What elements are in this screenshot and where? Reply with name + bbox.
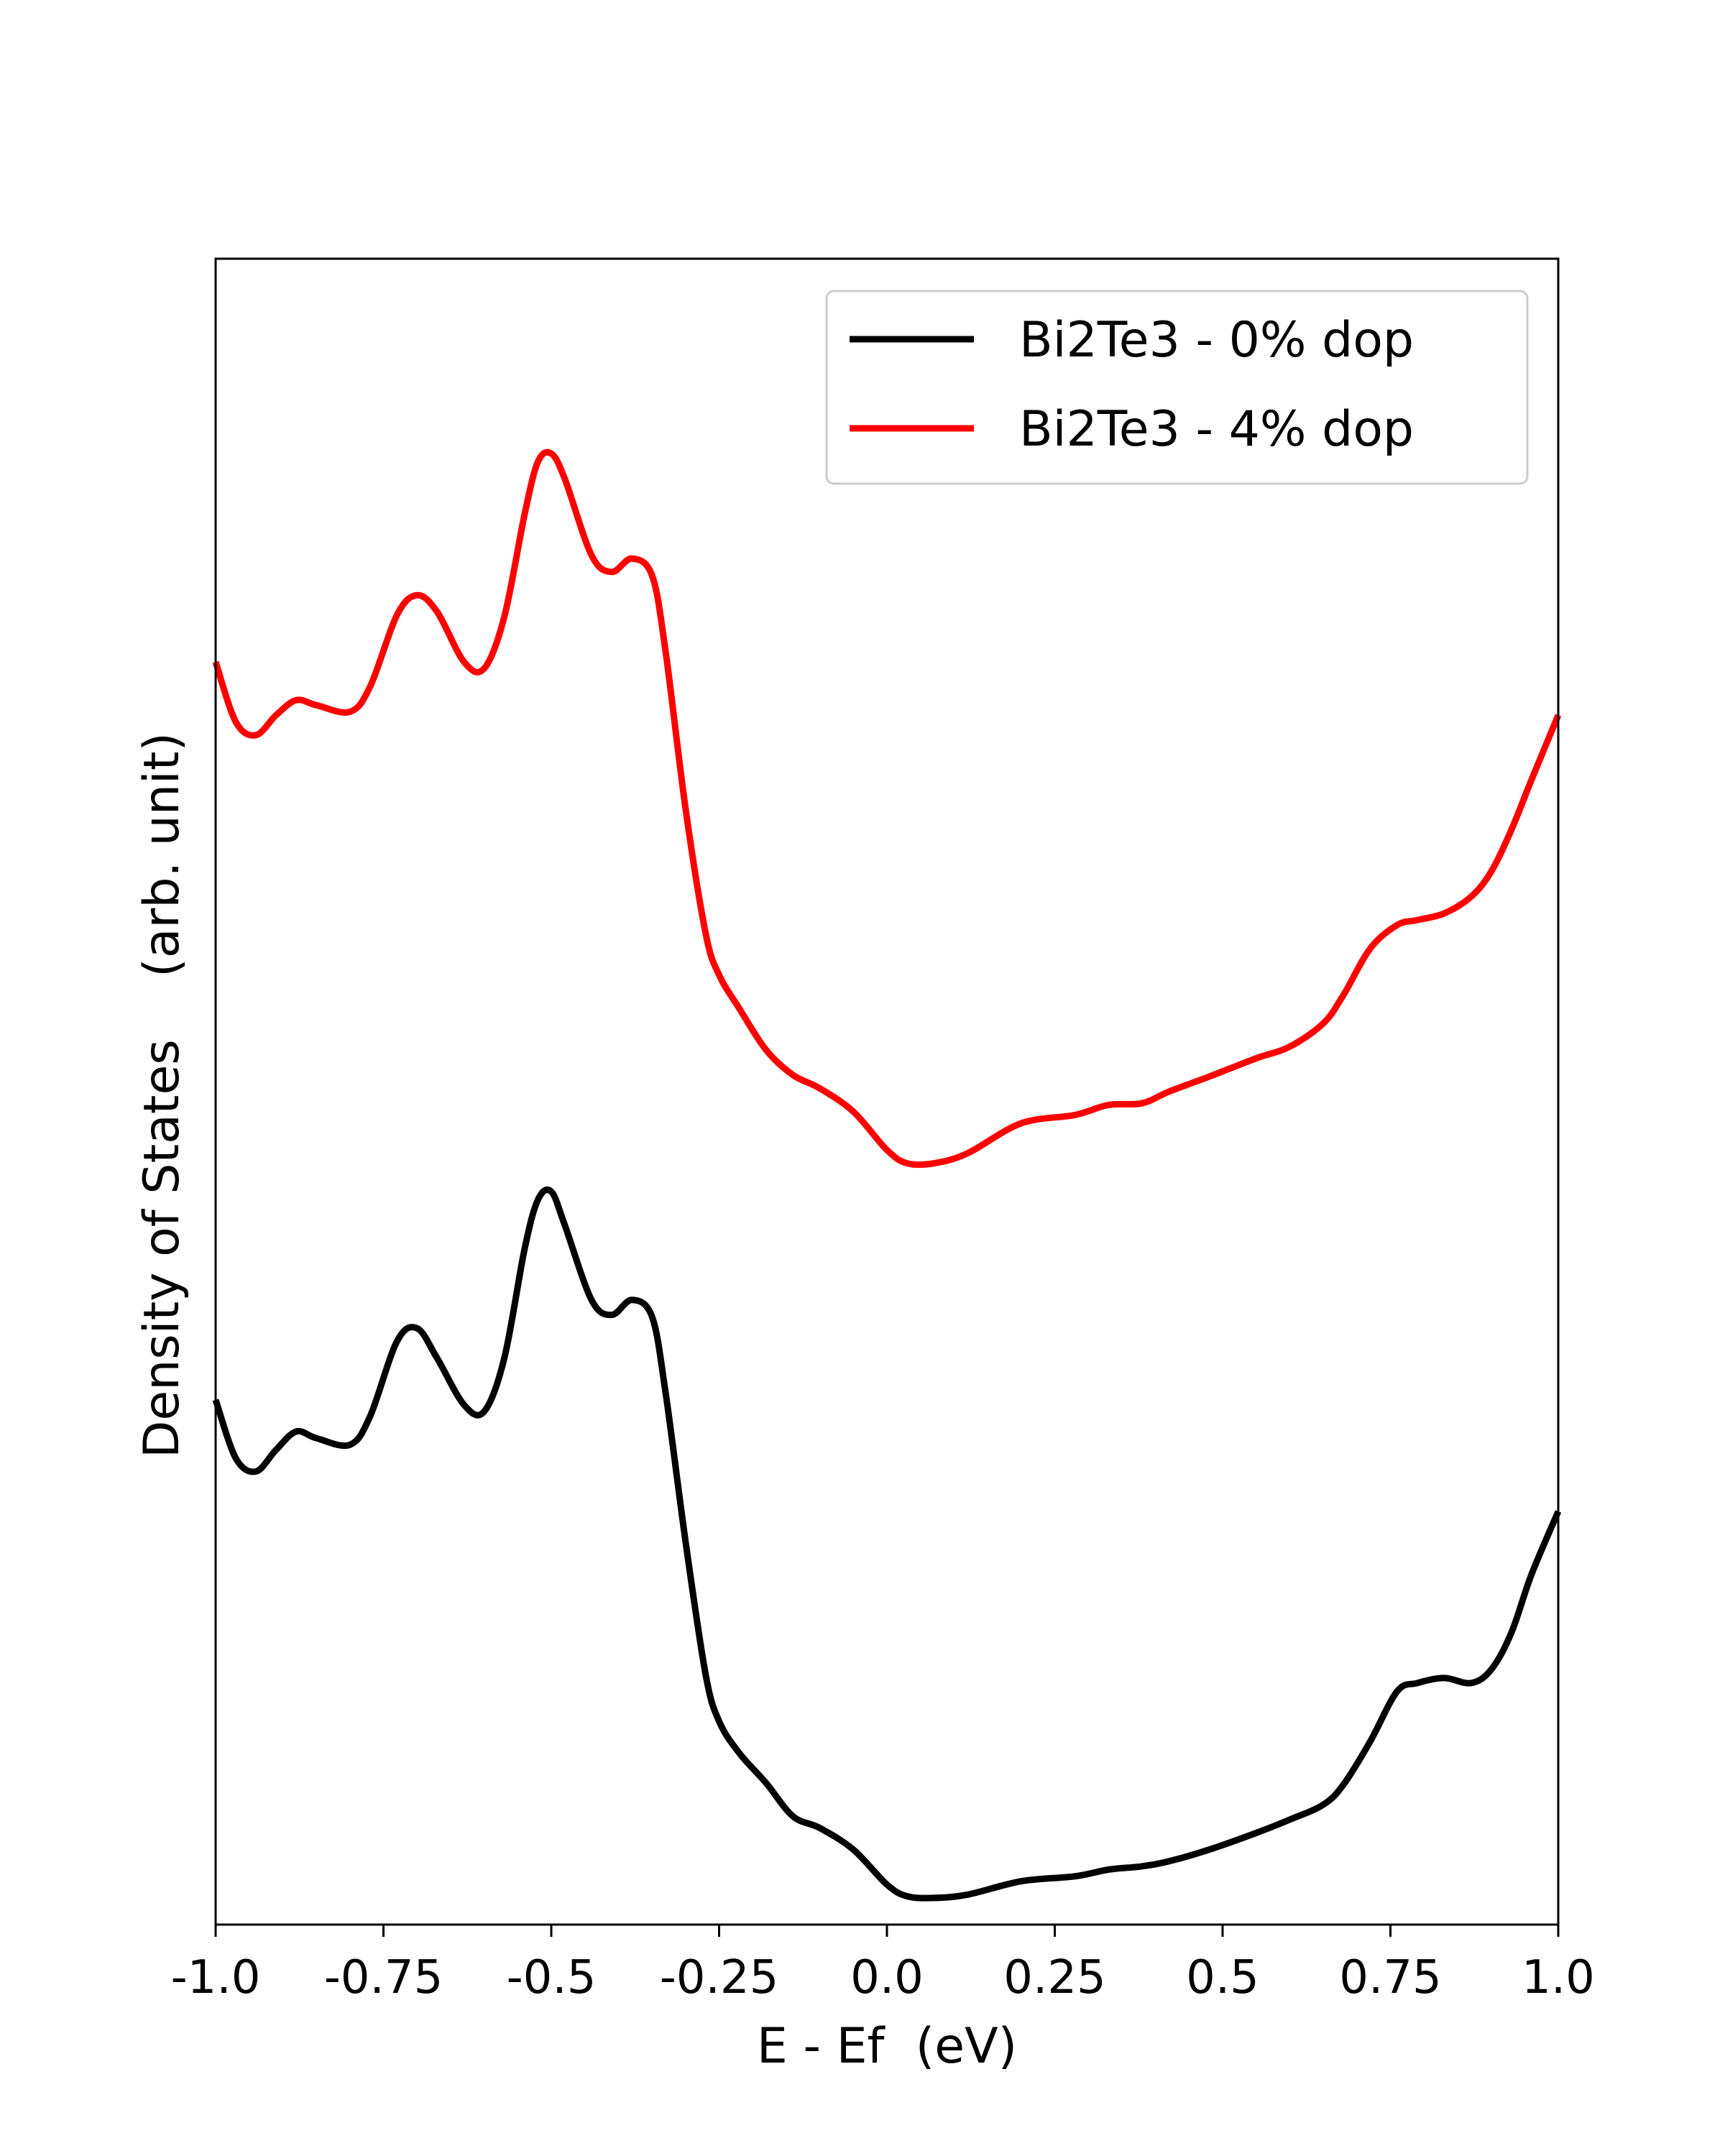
x-tick-label: -0.5 <box>507 1951 597 2004</box>
series-line-4pct <box>212 448 1562 1169</box>
x-axis-label: E - Ef (eV) <box>757 2018 1017 2075</box>
x-tick-label: 0.5 <box>1186 1951 1259 2004</box>
x-tick-label: 0.0 <box>850 1951 924 2004</box>
x-tick-label: -0.25 <box>660 1951 779 2004</box>
x-tick-label: 1.0 <box>1522 1951 1595 2004</box>
legend-box <box>825 290 1529 485</box>
x-tick-label: 0.75 <box>1339 1951 1442 2004</box>
legend-label-4pct: Bi2Te3 - 4% dop <box>1019 401 1414 458</box>
legend-label-0pct: Bi2Te3 - 0% dop <box>1019 312 1414 369</box>
series-line-0pct <box>212 1187 1562 1902</box>
y-axis-label: Density of States (arb. unit) <box>134 732 190 1458</box>
x-tick-label: 0.25 <box>1003 1951 1106 2004</box>
x-tick-label: -0.75 <box>324 1951 443 2004</box>
x-axis-ticks: -1.0 -0.75 -0.5 -0.25 0.0 0.25 0.5 0.75 1.0 <box>171 1925 1595 2004</box>
x-tick-label: -1.0 <box>171 1951 261 2004</box>
series-lines <box>212 448 1562 1902</box>
legend: Bi2Te3 - 0% dop Bi2Te3 - 4% dop <box>825 290 1529 485</box>
